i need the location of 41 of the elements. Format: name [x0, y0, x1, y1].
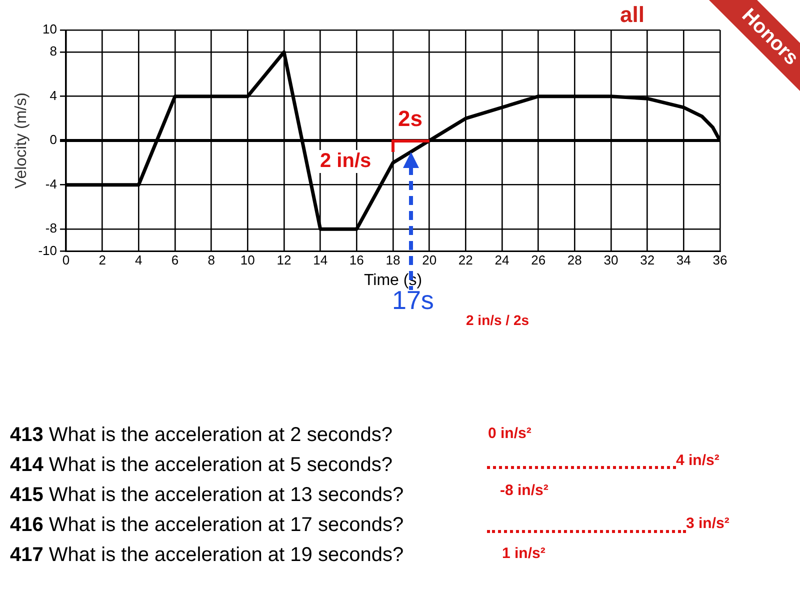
x-tick-label: 18 [386, 252, 400, 268]
x-tick-label: 10 [240, 252, 255, 268]
y-axis-title: Velocity (m/s) [13, 92, 30, 189]
text: 1 in/s² [502, 545, 546, 562]
y-tick-label: 8 [50, 44, 57, 59]
x-tick-label: 30 [604, 252, 618, 268]
annotation: 2 in/s [318, 150, 374, 173]
text: 414 What is the acceleration at 5 seconds? [10, 454, 392, 477]
text: 2 in/s / 2s [466, 312, 530, 328]
x-tick-label: 0 [62, 252, 70, 268]
x-tick-label: 16 [349, 252, 364, 268]
text: 0 in/s² [488, 425, 532, 442]
x-tick-label: 20 [422, 252, 437, 268]
x-tick-label: 4 [135, 252, 142, 268]
x-tick-label: 2 [98, 252, 106, 268]
annotation: 2s [398, 106, 422, 132]
y-tick-label: -4 [45, 176, 57, 192]
x-tick-label: 24 [494, 252, 510, 268]
x-tick-label: 36 [712, 252, 728, 268]
x-tick-label: 14 [313, 252, 328, 268]
y-tick-label: 0 [50, 132, 57, 148]
x-tick-label: 22 [458, 252, 473, 268]
y-tick-label: 10 [42, 22, 57, 37]
text: 413 What is the acceleration at 2 seconds? [10, 424, 392, 447]
text: 416 What is the acceleration at 17 seconds? [10, 514, 404, 537]
text: 417 What is the acceleration at 19 seconds? [10, 544, 404, 567]
y-tick-label: -8 [45, 220, 57, 236]
y-tick-label: -10 [38, 242, 57, 258]
x-tick-label: 26 [531, 252, 546, 268]
text: -8 in/s² [500, 482, 548, 499]
y-tick-label: 4 [50, 88, 57, 103]
x-tick-label: 12 [276, 252, 292, 268]
x-tick-label: 34 [676, 252, 691, 268]
text: 3 in/s² [686, 515, 730, 532]
x-tick-label: 8 [208, 252, 215, 268]
x-tick-label: 32 [640, 252, 655, 268]
x-tick-label: 6 [171, 252, 179, 268]
text: 415 What is the acceleration at 13 seconds? [10, 484, 404, 507]
text: 4 in/s² [676, 452, 720, 469]
x-tick-label: 28 [567, 252, 582, 268]
text: all [620, 2, 644, 28]
